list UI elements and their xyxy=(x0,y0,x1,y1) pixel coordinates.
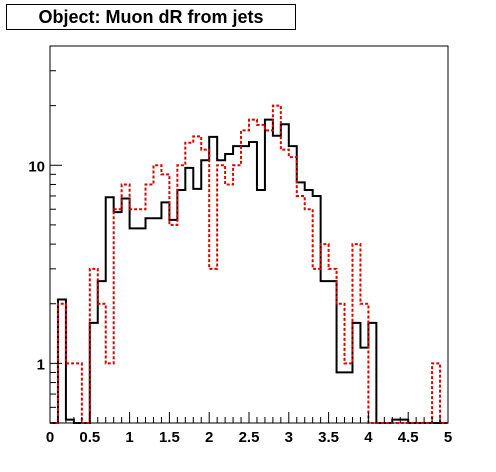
x-tick-label: 3 xyxy=(285,429,293,446)
x-tick-label: 3.5 xyxy=(318,429,339,446)
x-tick-label: 4 xyxy=(364,429,373,446)
y-tick-label: 10 xyxy=(28,158,45,175)
series-1-line xyxy=(50,118,448,424)
x-tick-label: 0 xyxy=(46,429,54,446)
series-layer xyxy=(50,104,448,424)
y-tick-label: 1 xyxy=(37,356,45,373)
x-tick-label: 2.5 xyxy=(239,429,260,446)
x-axis-ticks: 0 0.5 1 1.5 2 2.5 3 3.5 4 4.5 5 xyxy=(46,412,452,446)
x-tick-label: 1.5 xyxy=(159,429,180,446)
plot-frame xyxy=(49,45,449,424)
series-2-line xyxy=(50,104,448,424)
x-tick-label: 1 xyxy=(125,429,133,446)
x-tick-label: 2 xyxy=(205,429,213,446)
x-tick-label: 5 xyxy=(444,429,452,446)
y-axis-ticks: 1 10 xyxy=(28,45,62,424)
x-tick-label: 4.5 xyxy=(398,429,419,446)
chart-title: Object: Muon dR from jets xyxy=(6,4,296,30)
x-tick-label: 0.5 xyxy=(79,429,100,446)
